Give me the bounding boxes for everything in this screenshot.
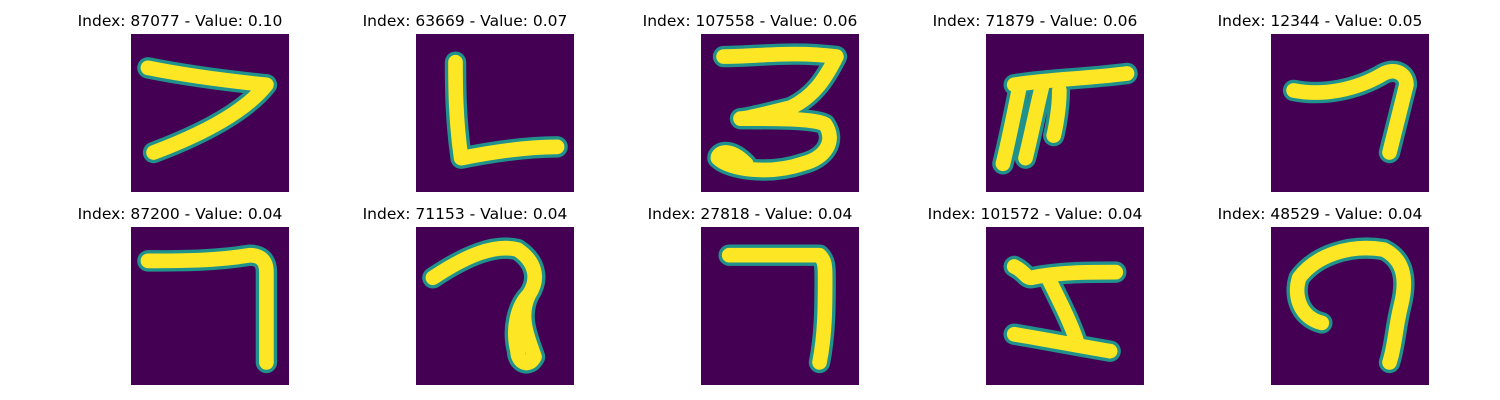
panel-1: Index: 87077 - Value: 0.10 [30, 0, 330, 192]
digit-image [701, 227, 859, 385]
panel-7: Index: 71153 - Value: 0.04 [315, 193, 615, 385]
digit-image [131, 227, 289, 385]
digit-stroke [1286, 63, 1414, 160]
panel-6: Index: 87200 - Value: 0.04 [30, 193, 330, 385]
panel-title: Index: 27818 - Value: 0.04 [647, 205, 853, 223]
image-background [131, 34, 289, 192]
panel-title: Index: 87200 - Value: 0.04 [77, 205, 283, 223]
digit-stroke [425, 240, 543, 371]
digit-image [986, 34, 1144, 192]
panel-title: Index: 107558 - Value: 0.06 [642, 12, 858, 30]
digit-image [1271, 34, 1429, 192]
digit-image [986, 227, 1144, 385]
digit-stroke [140, 247, 274, 370]
digit-stroke [140, 60, 274, 160]
panel-10: Index: 48529 - Value: 0.04 [1170, 193, 1470, 385]
digit-stroke [995, 66, 1135, 172]
panel-title: Index: 63669 - Value: 0.07 [362, 12, 568, 30]
digit-stroke [710, 46, 844, 178]
panel-5: Index: 12344 - Value: 0.05 [1170, 0, 1470, 192]
panel-title: Index: 48529 - Value: 0.04 [1217, 205, 1423, 223]
digit-stroke [1289, 240, 1412, 370]
digit-stroke [721, 247, 833, 370]
panel-9: Index: 101572 - Value: 0.04 [885, 193, 1185, 385]
panel-8: Index: 27818 - Value: 0.04 [600, 193, 900, 385]
panel-4: Index: 71879 - Value: 0.06 [885, 0, 1185, 192]
panel-title: Index: 71879 - Value: 0.06 [932, 12, 1138, 30]
digit-image [416, 34, 574, 192]
panel-title: Index: 87077 - Value: 0.10 [77, 12, 283, 30]
digit-image [701, 34, 859, 192]
digit-image [416, 227, 574, 385]
digit-image [131, 34, 289, 192]
panel-3: Index: 107558 - Value: 0.06 [600, 0, 900, 192]
image-background [416, 34, 574, 192]
panel-2: Index: 63669 - Value: 0.07 [315, 0, 615, 192]
panel-title: Index: 101572 - Value: 0.04 [927, 205, 1143, 223]
digit-stroke [448, 54, 565, 166]
digit-stroke [1006, 259, 1124, 359]
panel-title: Index: 12344 - Value: 0.05 [1217, 12, 1423, 30]
panel-title: Index: 71153 - Value: 0.04 [362, 205, 568, 223]
digit-image [1271, 227, 1429, 385]
